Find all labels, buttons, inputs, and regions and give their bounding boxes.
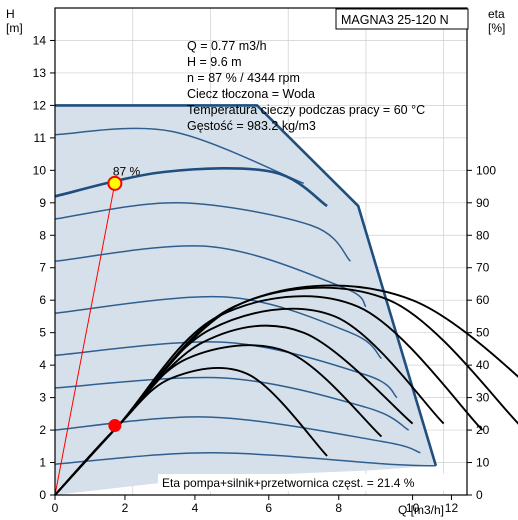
speed-curve (54, 245, 367, 308)
speed-curve (54, 452, 436, 467)
y-left-tick-label: 4 (39, 358, 46, 372)
efficiency-curve (54, 284, 518, 496)
y-right-label-unit: [%] (488, 21, 505, 35)
y-right-tick-label: 30 (476, 391, 490, 405)
axes: 0123456789101112131401020304050607080901… (33, 7, 496, 515)
speed-curve (54, 295, 383, 360)
speed-curve (54, 341, 398, 399)
y-left-tick-label: 9 (39, 196, 46, 210)
y-left-label-symbol: H (6, 7, 15, 21)
efficiency-note: Eta pompa+silnik+przetwornica częst. = 2… (162, 476, 415, 490)
y-left-tick-label: 1 (39, 456, 46, 470)
x-tick-label: 4 (192, 501, 199, 515)
y-left-tick-label: 13 (33, 66, 47, 80)
operating-point (107, 175, 123, 191)
x-tick-label: 0 (52, 501, 59, 515)
y-left-tick-label: 3 (39, 391, 46, 405)
efficiency-curves (54, 284, 518, 496)
y-right-tick-label: 50 (476, 326, 490, 340)
efficiency-note-box (158, 474, 464, 491)
envelope-area (55, 104, 438, 496)
y-right-tick-label: 90 (476, 196, 490, 210)
speed-curve (54, 127, 305, 184)
markers: 87 % (54, 164, 141, 496)
y-left-tick-label: 7 (39, 261, 46, 275)
y-right-tick-label: 20 (476, 423, 490, 437)
efficiency-point (108, 419, 122, 433)
y-left-tick-label: 8 (39, 228, 46, 242)
operating-point-label: 87 % (113, 164, 141, 178)
chart-title: MAGNA3 25-120 N (341, 13, 449, 27)
info-line-density: Gęstość = 983.2 kg/m3 (187, 119, 316, 133)
speed-curve (54, 376, 410, 431)
y-right-tick-label: 60 (476, 293, 490, 307)
x-tick-label: 10 (406, 501, 420, 515)
envelope-max-curve (55, 104, 438, 467)
y-left-tick-label: 11 (34, 131, 47, 145)
y-right-tick-label: 100 (476, 163, 496, 177)
info-line-h: H = 9.6 m (187, 55, 242, 69)
y-left-tick-label: 2 (39, 423, 46, 437)
info-line-temperature: Temperatura cieczy podczas pracy = 60 °C (187, 103, 425, 117)
plot-frame (54, 7, 468, 496)
y-left-tick-label: 0 (39, 488, 46, 502)
y-left-tick-label: 14 (33, 33, 47, 47)
envelope-fill (55, 105, 436, 496)
x-tick-label: 6 (265, 501, 272, 515)
speed-curve (54, 202, 351, 262)
speed-curves (54, 127, 436, 467)
y-left-tick-label: 5 (39, 326, 46, 340)
y-right-tick-label: 80 (476, 228, 490, 242)
operating-line (54, 183, 116, 496)
info-line-fluid: Ciecz tłoczona = Woda (187, 87, 315, 101)
speed-curve (54, 167, 328, 208)
y-left-tick-label: 6 (39, 293, 46, 307)
x-tick-label: 2 (122, 501, 129, 515)
y-left-tick-label: 12 (33, 98, 47, 112)
y-right-label-symbol: eta (488, 7, 505, 21)
y-left-label-unit: [m] (6, 21, 23, 35)
y-left-tick-label: 10 (33, 163, 47, 177)
info-block: Q = 0.77 m3/h H = 9.6 m n = 87 % / 4344 … (187, 39, 425, 133)
info-line-q: Q = 0.77 m3/h (187, 39, 267, 53)
x-tick-label: 8 (335, 501, 342, 515)
info-line-speed: n = 87 % / 4344 rpm (187, 71, 300, 85)
x-axis-label: Q [m3/h] (398, 503, 444, 517)
y-right-tick-label: 10 (476, 456, 490, 470)
y-right-tick-label: 0 (476, 488, 483, 502)
title-box (335, 8, 469, 30)
x-tick-label: 12 (445, 501, 459, 515)
y-right-tick-label: 40 (476, 358, 490, 372)
y-right-tick-label: 70 (476, 261, 490, 275)
